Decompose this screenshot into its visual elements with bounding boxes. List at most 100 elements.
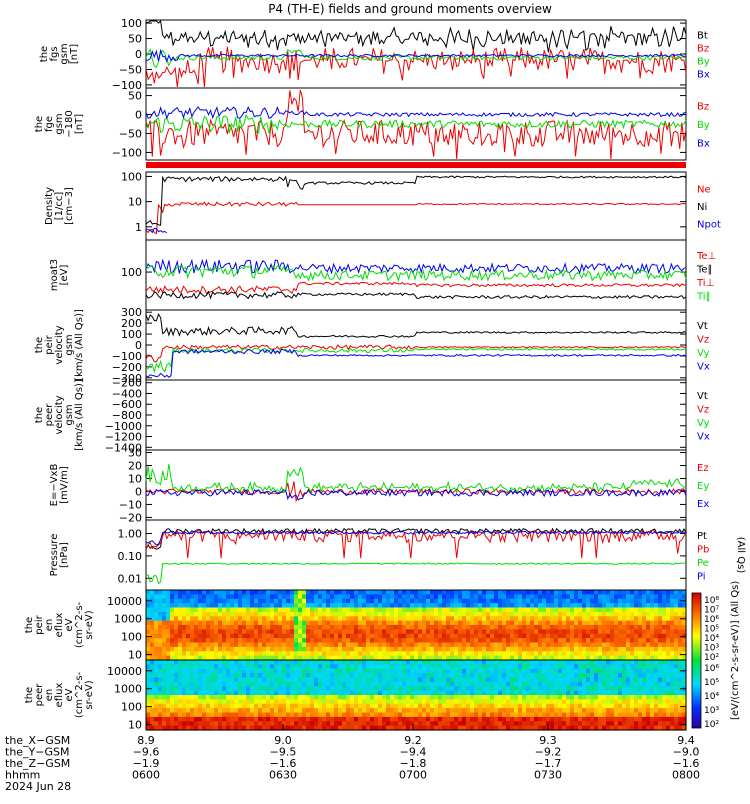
spectrogram-cell (174, 716, 179, 722)
spectrogram-cell (666, 646, 671, 652)
spectrogram-cell (362, 598, 367, 604)
spectrogram-cell (246, 677, 251, 683)
spectrogram-cell (430, 594, 435, 600)
spectrogram-cell (198, 638, 203, 644)
spectrogram-cell (602, 664, 607, 670)
spectrogram-cell (166, 699, 171, 705)
spectrogram-cell (426, 716, 431, 722)
spectrogram-cell (306, 699, 311, 705)
spectrogram-cell (150, 660, 155, 665)
spectrogram-cell (474, 677, 479, 683)
spectrogram-cell (534, 651, 539, 657)
spectrogram-cell (314, 611, 319, 617)
spectrogram-cell (378, 660, 383, 665)
spectrogram-cell (518, 695, 523, 700)
spectrogram-cell (182, 603, 187, 609)
spectrogram-cell (230, 620, 235, 626)
spectrogram-cell (270, 651, 275, 657)
spectrogram-cell (258, 708, 263, 714)
spectrogram-cell (194, 629, 199, 635)
spectrogram-cell (338, 603, 343, 609)
spectrogram-cell (238, 611, 243, 617)
spectrogram-cell (394, 646, 399, 652)
spectrogram-cell (538, 712, 543, 718)
spectrogram-cell (222, 611, 227, 617)
spectrogram-cell (602, 655, 607, 661)
spectrogram-cell (558, 603, 563, 609)
spectrogram-cell (538, 620, 543, 626)
spectrogram-cell (434, 638, 439, 644)
spectrogram-cell (430, 642, 435, 648)
spectrogram-cell (378, 725, 383, 731)
spectrogram-cell (506, 725, 511, 731)
spectrogram-cell (294, 690, 299, 696)
spectrogram-cell (530, 690, 535, 696)
spectrogram-cell (606, 664, 611, 670)
spectrogram-cell (594, 664, 599, 670)
spectrogram-cell (506, 668, 511, 674)
spectrogram-cell (554, 603, 559, 609)
spectrogram-cell (426, 638, 431, 644)
spectrogram-cell (514, 716, 519, 722)
spectrogram-cell (174, 681, 179, 687)
spectrogram-cell (490, 677, 495, 683)
spectrogram-cell (326, 695, 331, 700)
spectrogram-cell (386, 686, 391, 692)
spectrogram-cell (330, 651, 335, 657)
legend-entry: Pe (697, 558, 709, 569)
spectrogram-cell (178, 660, 183, 665)
spectrogram-cell (298, 712, 303, 718)
x-tick-label: −1.8 (400, 757, 427, 770)
spectrogram-cell (594, 699, 599, 705)
spectrogram-cell (254, 629, 259, 635)
spectrogram-cell (634, 594, 639, 600)
spectrogram-cell (402, 629, 407, 635)
spectrogram-cell (326, 616, 331, 622)
spectrogram-cell (178, 651, 183, 657)
spectrogram-cell (658, 677, 663, 683)
spectrogram-cell (634, 646, 639, 652)
spectrogram-cell (562, 594, 567, 600)
spectrogram-cell (658, 681, 663, 687)
spectrogram-cell (322, 616, 327, 622)
spectrogram-cell (314, 642, 319, 648)
spectrogram-cell (218, 677, 223, 683)
spectrogram-cell (278, 607, 283, 613)
spectrogram-cell (522, 668, 527, 674)
spectrogram-cell (378, 633, 383, 639)
spectrogram-cell (194, 651, 199, 657)
spectrogram-cell (146, 677, 151, 683)
spectrogram-cell (630, 594, 635, 600)
spectrogram-cell (294, 611, 299, 617)
spectrogram-cell (306, 721, 311, 727)
spectrogram-cell (534, 686, 539, 692)
spectrogram-cell (354, 651, 359, 657)
spectrogram-cell (678, 620, 683, 626)
spectrogram-cell (402, 686, 407, 692)
spectrogram-cell (542, 611, 547, 617)
spectrogram-cell (150, 598, 155, 604)
spectrogram-cell (406, 699, 411, 705)
spectrogram-cell (202, 590, 207, 595)
spectrogram-cell (250, 695, 255, 700)
legend-entry: Ez (697, 463, 709, 474)
spectrogram-cell (334, 668, 339, 674)
spectrogram-cell (470, 673, 475, 679)
spectrogram-cell (302, 620, 307, 626)
spectrogram-cell (382, 594, 387, 600)
spectrogram-cell (334, 686, 339, 692)
spectrogram-cell (242, 598, 247, 604)
spectrogram-cell (170, 716, 175, 722)
spectrogram-cell (242, 673, 247, 679)
spectrogram-cell (610, 646, 615, 652)
spectrogram-cell (234, 629, 239, 635)
y-tick-label: 0 (135, 48, 142, 61)
spectrogram-cell (326, 633, 331, 639)
spectrogram-cell (278, 655, 283, 661)
spectrogram-cell (206, 716, 211, 722)
spectrogram-cell (210, 721, 215, 727)
spectrogram-cell (674, 629, 679, 635)
spectrogram-cell (614, 660, 619, 665)
spectrogram-cell (178, 664, 183, 670)
spectrogram-cell (574, 651, 579, 657)
